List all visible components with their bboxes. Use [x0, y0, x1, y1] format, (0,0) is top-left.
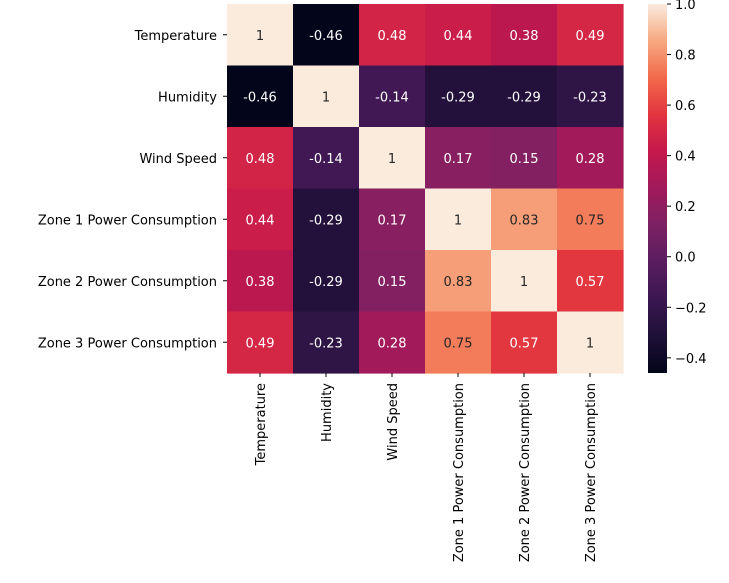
cell-value-label: 0.15 [378, 275, 407, 290]
cell-value-label: 0.83 [444, 275, 473, 290]
cell-value-label: 1 [586, 336, 594, 351]
cell-value-label: 0.49 [246, 336, 275, 351]
colorbar-tick-label: −0.2 [675, 301, 707, 316]
cell-value-label: 0.49 [576, 29, 605, 44]
heatmap-cell [359, 4, 426, 67]
heatmap-cell [557, 311, 624, 374]
heatmap-cell [425, 250, 492, 313]
cell-value-label: 0.75 [444, 336, 473, 351]
cell-value-label: -0.14 [375, 90, 409, 105]
cell-value-label: 0.75 [576, 213, 605, 228]
cell-value-label: 0.28 [378, 336, 407, 351]
row-label: Humidity [158, 90, 217, 105]
colorbar-tick-label: 0.2 [675, 200, 696, 215]
heatmap-cell [227, 65, 294, 128]
heatmap-cell [227, 188, 294, 251]
heatmap-cell [359, 250, 426, 313]
heatmap-cell [359, 188, 426, 251]
heatmap-cell [491, 4, 558, 67]
row-label: Temperature [134, 29, 217, 44]
heatmap-cell [359, 311, 426, 374]
cell-value-label: 0.44 [246, 213, 275, 228]
heatmap-cell [491, 188, 558, 251]
column-label: Humidity [320, 383, 335, 442]
column-label: Zone 1 Power Consumption [452, 383, 467, 562]
heatmap-cell [425, 65, 492, 128]
heatmap-cell [359, 127, 426, 190]
row-labels: Temperature Humidity Wind Speed Zone 1 Powe… [38, 29, 227, 351]
cell-value-label: -0.46 [243, 90, 277, 105]
heatmap-cell [425, 311, 492, 374]
cell-value-label: -0.29 [507, 90, 541, 105]
cell-value-label: 1 [454, 213, 462, 228]
cell-value-label: 0.48 [378, 29, 407, 44]
heatmap-cell [227, 250, 294, 313]
heatmap-cell [425, 188, 492, 251]
cell-value-label: 0.38 [246, 275, 275, 290]
cell-value-label: 1 [256, 29, 264, 44]
column-labels: Temperature Humidity Wind Speed Zone 1 Powe… [254, 373, 599, 562]
heatmap-cell [293, 4, 360, 67]
column-label: Temperature [254, 383, 269, 466]
row-label: Zone 3 Power Consumption [38, 336, 217, 351]
cell-value-label: -0.14 [309, 152, 343, 167]
cell-value-label: -0.29 [309, 275, 343, 290]
heatmap-cell [557, 4, 624, 67]
heatmap-cell [293, 65, 360, 128]
cell-value-label: 0.57 [510, 336, 539, 351]
heatmap-cell [425, 127, 492, 190]
cell-value-label: 1 [388, 152, 396, 167]
cell-value-label: 0.17 [378, 213, 407, 228]
cell-value-label: -0.23 [573, 90, 607, 105]
colorbar-tick-label: 0.4 [675, 150, 696, 165]
row-label: Zone 1 Power Consumption [38, 213, 217, 228]
colorbar-tick-label: 0.6 [675, 99, 696, 114]
colorbar-tick-label: 0.8 [675, 49, 696, 64]
heatmap-cell [293, 250, 360, 313]
heatmap-cell [557, 188, 624, 251]
heatmap-cell [491, 127, 558, 190]
cell-value-label: 0.83 [510, 213, 539, 228]
heatmap-cell [227, 4, 294, 67]
colorbar-gradient [648, 4, 667, 373]
heatmap-cell [359, 65, 426, 128]
column-label: Zone 2 Power Consumption [518, 383, 533, 562]
heatmap-cell [227, 311, 294, 374]
heatmap-cell [293, 311, 360, 374]
row-label: Zone 2 Power Consumption [38, 275, 217, 290]
cell-value-label: 1 [520, 275, 528, 290]
cell-value-label: -0.46 [309, 29, 343, 44]
heatmap-cell [227, 127, 294, 190]
cell-value-label: 0.48 [246, 152, 275, 167]
column-label: Wind Speed [386, 383, 401, 461]
row-label: Wind Speed [139, 152, 217, 167]
cell-value-label: 0.15 [510, 152, 539, 167]
column-label: Zone 3 Power Consumption [584, 383, 599, 562]
heatmap-cell [425, 4, 492, 67]
cell-value-label: -0.29 [309, 213, 343, 228]
cell-value-label: 0.57 [576, 275, 605, 290]
heatmap-grid: 1 -0.46 0.48 0.44 0.38 0.49 -0.46 1 -0.14 -0.29 -0… [227, 4, 624, 374]
colorbar-tick-label: 1.0 [675, 0, 696, 13]
heatmap-cell [293, 127, 360, 190]
heatmap-cell [491, 311, 558, 374]
heatmap-cell [557, 65, 624, 128]
heatmap-cell [491, 250, 558, 313]
colorbar-tick-label: −0.4 [675, 352, 707, 367]
cell-value-label: 0.28 [576, 152, 605, 167]
cell-value-label: -0.29 [441, 90, 475, 105]
cell-value-label: 0.17 [444, 152, 473, 167]
colorbar-tick-label: 0.0 [675, 251, 696, 266]
heatmap-cell [293, 188, 360, 251]
cell-value-label: -0.23 [309, 336, 343, 351]
cell-value-label: 0.44 [444, 29, 473, 44]
heatmap-cell [557, 127, 624, 190]
cell-value-label: 1 [322, 90, 330, 105]
cell-value-label: 0.38 [510, 29, 539, 44]
heatmap-cell [491, 65, 558, 128]
heatmap-cell [557, 250, 624, 313]
colorbar: −0.4 −0.2 0.0 0.2 0.4 0.6 0.8 1.0 [648, 0, 707, 373]
